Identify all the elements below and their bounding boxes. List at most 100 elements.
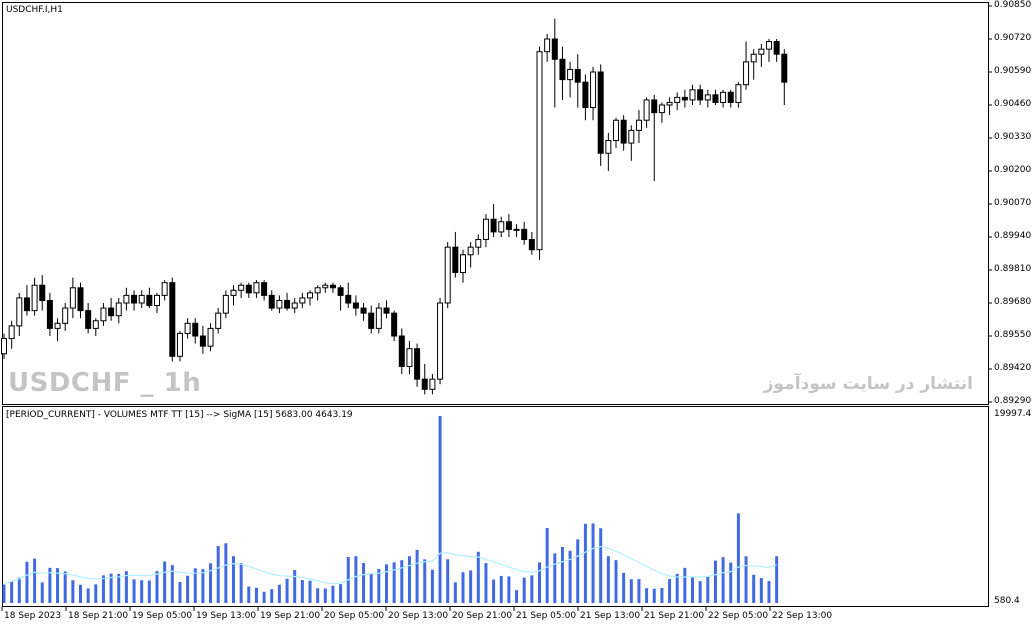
volume-bar	[706, 576, 710, 603]
bull-candle-body	[758, 48, 765, 55]
bull-candle-body	[605, 140, 612, 154]
candle	[406, 341, 413, 375]
candle	[460, 249, 466, 283]
volume-bar	[713, 560, 717, 603]
bear-candle-body	[108, 307, 115, 317]
bear-candle-body	[712, 94, 719, 103]
volume-bar	[683, 567, 687, 603]
candle	[613, 117, 619, 149]
bear-candle-body	[620, 119, 627, 144]
candle	[658, 102, 665, 123]
bull-candle-body	[766, 41, 772, 50]
volume-bar	[101, 575, 105, 603]
bull-candle-body	[184, 322, 191, 334]
candle	[536, 46, 543, 260]
time-tick-label: 22 Sep 05:00	[708, 611, 769, 621]
candle	[674, 92, 681, 111]
bull-candle-body	[54, 322, 61, 329]
price-tick-label: 0.89940	[994, 231, 1032, 241]
candle	[199, 325, 206, 354]
bull-candle-body	[92, 320, 99, 329]
volume-bar	[331, 585, 335, 603]
bear-candle-body	[261, 282, 268, 296]
price-tick-label: 0.89810	[994, 264, 1032, 274]
bear-candle-body	[383, 307, 390, 314]
volume-bar	[430, 569, 434, 603]
bull-candle-body	[176, 332, 183, 357]
candle	[261, 280, 268, 301]
bull-candle-body	[635, 119, 642, 131]
volume-bar	[25, 561, 29, 603]
candle	[437, 297, 444, 385]
bull-candle-body	[735, 84, 742, 103]
volume-bar	[400, 560, 404, 603]
bear-candle-body	[391, 312, 398, 337]
indicator-panel[interactable]	[2, 406, 989, 607]
volume-bar	[201, 569, 205, 603]
candle	[773, 39, 780, 62]
price-tick-label: 0.90070	[994, 198, 1032, 208]
volume-bar	[591, 523, 595, 603]
candlestick-series	[1, 18, 788, 395]
candle	[681, 89, 688, 108]
volume-bar	[652, 588, 656, 603]
bull-candle-body	[115, 302, 122, 317]
bear-candle-body	[23, 297, 30, 312]
volume-bar	[446, 559, 450, 603]
volume-bar	[262, 591, 266, 603]
candle	[689, 84, 696, 105]
candle	[322, 282, 329, 293]
candle	[54, 318, 61, 342]
bull-candle-body	[437, 302, 444, 380]
candle	[559, 46, 566, 100]
candle	[697, 84, 704, 105]
candle	[551, 18, 558, 108]
candle	[758, 44, 765, 67]
site-watermark: انتشار در سایت سودآموز	[763, 374, 973, 394]
bear-candle-body	[368, 312, 375, 329]
candle	[8, 320, 15, 349]
time-tick-label: 20 Sep 05:00	[324, 611, 385, 621]
volume-bar	[499, 575, 503, 603]
bear-candle-body	[597, 71, 604, 154]
bear-candle-body	[131, 294, 138, 304]
volume-bar	[698, 581, 702, 603]
volume-bar	[71, 580, 75, 603]
bull-candle-body	[498, 221, 505, 233]
candle	[276, 295, 283, 314]
candle	[337, 285, 344, 311]
volume-bar	[476, 551, 480, 603]
candle	[704, 89, 711, 108]
volume-bar	[530, 575, 534, 603]
candle	[712, 89, 719, 105]
price-tick-label: 0.90720	[994, 33, 1032, 43]
volume-bar	[247, 586, 251, 603]
indicator-title: [PERIOD_CURRENT] - VOLUMES MTF TT [15] -…	[6, 410, 353, 420]
candle	[314, 285, 321, 301]
bull-candle-body	[567, 68, 574, 81]
volume-bar	[224, 543, 228, 603]
volume-bar	[538, 562, 541, 603]
volume-bar	[629, 579, 633, 603]
time-tick-label: 20 Sep 21:00	[452, 611, 513, 621]
volume-bar	[775, 556, 779, 603]
bull-candle-body	[230, 289, 237, 296]
candle	[452, 231, 459, 278]
candle	[230, 285, 237, 306]
candle	[23, 285, 30, 316]
volume-bar	[132, 579, 136, 603]
candle	[414, 343, 421, 387]
main-chart-panel[interactable]	[2, 2, 989, 405]
candle	[115, 297, 122, 324]
candle	[429, 374, 436, 395]
bull-candle-body	[467, 246, 474, 256]
volume-bar	[63, 571, 67, 603]
volume-bar	[560, 546, 564, 603]
bear-candle-body	[697, 89, 704, 101]
volume-bar	[216, 546, 220, 603]
volume-bar	[178, 581, 182, 603]
bull-candle-body	[628, 129, 635, 144]
bear-candle-body	[414, 348, 421, 380]
volume-bar	[155, 571, 159, 603]
